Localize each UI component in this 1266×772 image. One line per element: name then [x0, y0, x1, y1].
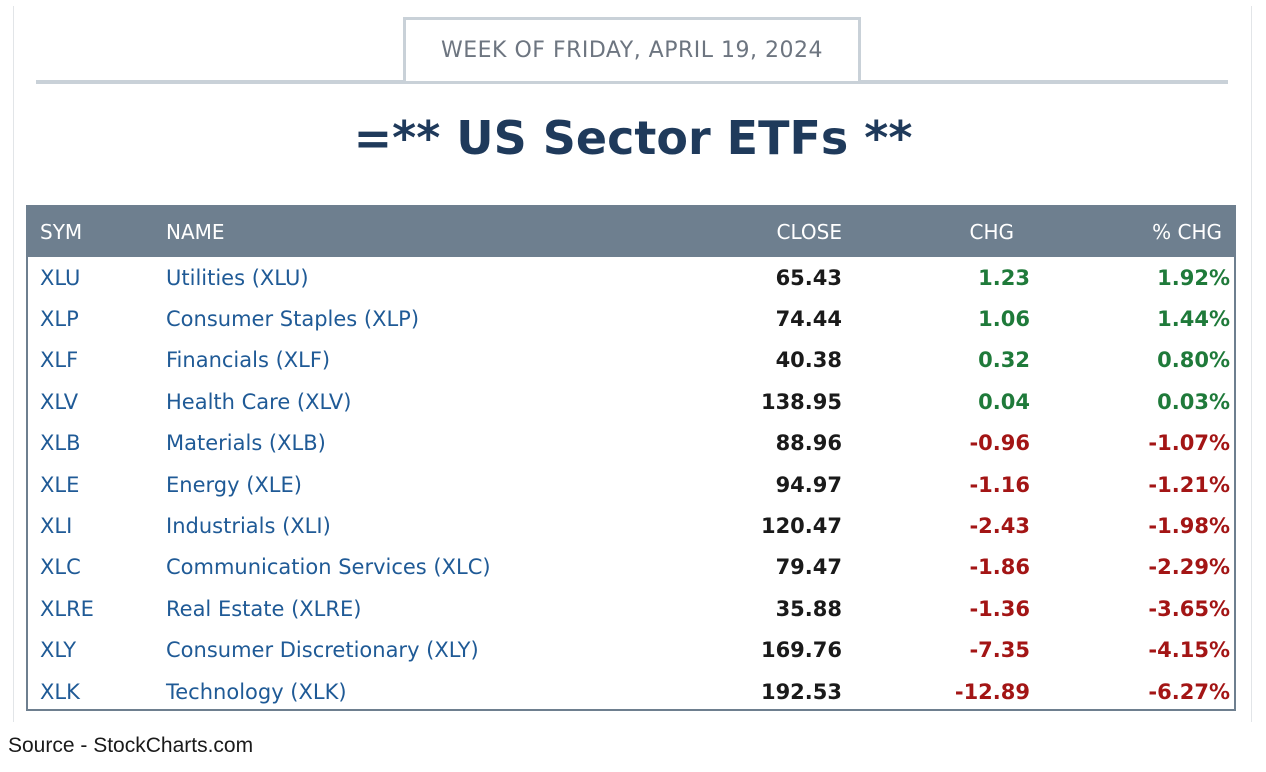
week-label: WEEK OF FRIDAY, APRIL 19, 2024 [403, 17, 861, 81]
cell-name[interactable]: Health Care (XLV) [166, 389, 352, 414]
table-row[interactable]: XLU Utilities (XLU) 65.43 1.23 1.92% [28, 257, 1234, 298]
column-header-pct-chg[interactable]: % CHG [1152, 220, 1222, 244]
cell-change: 1.06 [978, 307, 1030, 332]
cell-close: 65.43 [775, 265, 842, 290]
cell-symbol[interactable]: XLRE [40, 596, 94, 621]
cell-close: 169.76 [760, 638, 842, 663]
cell-change: -7.35 [969, 638, 1030, 663]
cell-symbol[interactable]: XLI [40, 514, 73, 539]
cell-pct-change: -2.29% [1148, 555, 1230, 580]
cell-change: 0.32 [978, 348, 1030, 373]
cell-symbol[interactable]: XLC [40, 555, 81, 580]
table-row[interactable]: XLY Consumer Discretionary (XLY) 169.76 -7.… [28, 630, 1234, 671]
cell-name[interactable]: Materials (XLB) [166, 431, 326, 456]
cell-change: -1.16 [969, 472, 1030, 497]
cell-change: 0.04 [978, 389, 1030, 414]
cell-symbol[interactable]: XLB [40, 431, 81, 456]
cell-pct-change: -1.98% [1148, 514, 1230, 539]
cell-close: 192.53 [760, 679, 842, 704]
cell-close: 40.38 [775, 348, 842, 373]
column-header-close[interactable]: CLOSE [776, 220, 842, 244]
cell-close: 74.44 [775, 307, 842, 332]
table-row[interactable]: XLK Technology (XLK) 192.53 -12.89 -6.27% [28, 671, 1234, 712]
table-row[interactable]: XLI Industrials (XLI) 120.47 -2.43 -1.98% [28, 505, 1234, 546]
cell-name[interactable]: Industrials (XLI) [166, 514, 331, 539]
sector-etf-table: SYM NAME CLOSE CHG % CHG XLU Utilities (X… [26, 205, 1236, 711]
column-header-sym[interactable]: SYM [40, 220, 83, 244]
cell-change: -0.96 [969, 431, 1030, 456]
column-header-name[interactable]: NAME [166, 220, 225, 244]
cell-name[interactable]: Utilities (XLU) [166, 265, 309, 290]
cell-pct-change: 0.03% [1157, 389, 1230, 414]
cell-pct-change: -4.15% [1148, 638, 1230, 663]
cell-symbol[interactable]: XLP [40, 307, 79, 332]
source-credit: Source - StockCharts.com [8, 734, 254, 757]
table-row[interactable]: XLP Consumer Staples (XLP) 74.44 1.06 1.44% [28, 298, 1234, 339]
cell-change: -2.43 [969, 514, 1030, 539]
cell-pct-change: 1.44% [1157, 307, 1230, 332]
cell-pct-change: 0.80% [1157, 348, 1230, 373]
table-row[interactable]: XLC Communication Services (XLC) 79.47 -1.8… [28, 547, 1234, 588]
cell-name[interactable]: Consumer Discretionary (XLY) [166, 638, 479, 663]
cell-symbol[interactable]: XLV [40, 389, 79, 414]
cell-change: 1.23 [978, 265, 1030, 290]
cell-pct-change: -6.27% [1148, 679, 1230, 704]
cell-name[interactable]: Communication Services (XLC) [166, 555, 491, 580]
table-row[interactable]: XLB Materials (XLB) 88.96 -0.96 -1.07% [28, 423, 1234, 464]
cell-symbol[interactable]: XLF [40, 348, 79, 373]
table-body: XLU Utilities (XLU) 65.43 1.23 1.92% XLP Consu… [28, 257, 1234, 712]
cell-change: -1.36 [969, 596, 1030, 621]
cell-close: 120.47 [760, 514, 842, 539]
cell-pct-change: -1.07% [1148, 431, 1230, 456]
cell-change: -1.86 [969, 555, 1030, 580]
cell-close: 35.88 [775, 596, 842, 621]
cell-symbol[interactable]: XLE [40, 472, 80, 497]
table-row[interactable]: XLF Financials (XLF) 40.38 0.32 0.80% [28, 340, 1234, 381]
table-row[interactable]: XLE Energy (XLE) 94.97 -1.16 -1.21% [28, 464, 1234, 505]
cell-close: 138.95 [760, 389, 842, 414]
week-divider [36, 80, 1228, 84]
cell-name[interactable]: Energy (XLE) [166, 472, 302, 497]
cell-symbol[interactable]: XLU [40, 265, 81, 290]
cell-close: 94.97 [775, 472, 842, 497]
cell-symbol[interactable]: XLY [40, 638, 77, 663]
table-row[interactable]: XLV Health Care (XLV) 138.95 0.04 0.03% [28, 381, 1234, 422]
cell-close: 88.96 [775, 431, 842, 456]
cell-change: -12.89 [954, 679, 1030, 704]
cell-pct-change: -3.65% [1148, 596, 1230, 621]
column-header-chg[interactable]: CHG [969, 220, 1014, 244]
cell-pct-change: -1.21% [1148, 472, 1230, 497]
cell-name[interactable]: Consumer Staples (XLP) [166, 307, 420, 332]
table-row[interactable]: XLRE Real Estate (XLRE) 35.88 -1.36 -3.65% [28, 588, 1234, 629]
table-header-row: SYM NAME CLOSE CHG % CHG [28, 207, 1234, 257]
cell-symbol[interactable]: XLK [40, 679, 80, 704]
cell-name[interactable]: Financials (XLF) [166, 348, 331, 373]
cell-name[interactable]: Real Estate (XLRE) [166, 596, 362, 621]
page-title: =** US Sector ETFs ** [353, 111, 913, 165]
cell-name[interactable]: Technology (XLK) [166, 679, 347, 704]
cell-pct-change: 1.92% [1157, 265, 1230, 290]
cell-close: 79.47 [775, 555, 842, 580]
